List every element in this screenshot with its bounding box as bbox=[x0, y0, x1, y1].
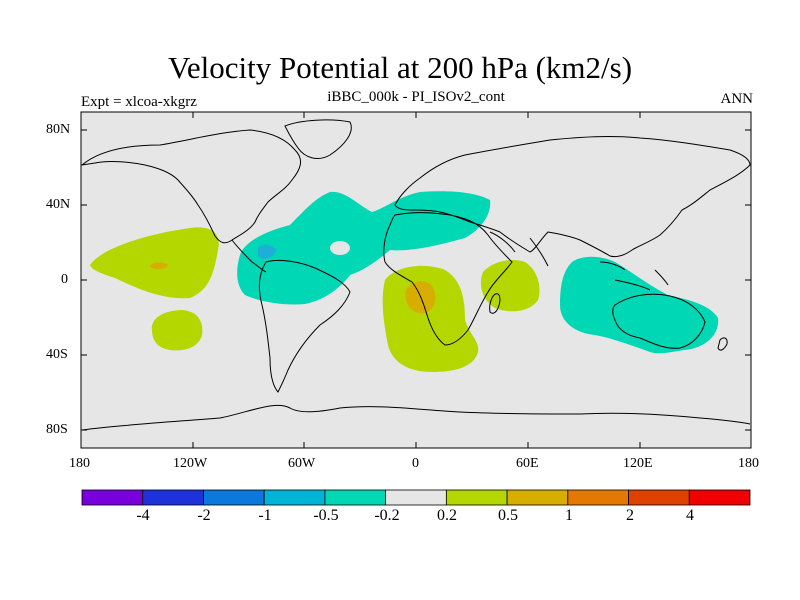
contour-neutral-hole bbox=[330, 241, 350, 255]
y-tick-label: 40N bbox=[46, 197, 71, 212]
x-tick-label: 60W bbox=[288, 456, 316, 471]
contour-pos-indian-ocean bbox=[480, 260, 540, 312]
y-tick-label: 40S bbox=[46, 347, 68, 362]
colorbar-swatch bbox=[567, 489, 629, 506]
colorbar-swatch bbox=[445, 489, 508, 506]
colorbar-swatch bbox=[324, 489, 387, 506]
colorbar-label: 4 bbox=[686, 507, 694, 524]
y-tick-label: 0 bbox=[61, 272, 68, 287]
y-tick-marks bbox=[81, 129, 751, 431]
subtitle-label: iBBC_000k - PI_ISOv2_cont bbox=[327, 89, 505, 105]
x-tick-label: 120W bbox=[173, 456, 208, 471]
colorbar-swatch bbox=[688, 489, 751, 506]
colorbar-label: 0.2 bbox=[437, 507, 457, 524]
y-tick-label: 80S bbox=[46, 422, 68, 437]
contour-neg-atlantic-europe bbox=[237, 191, 491, 305]
colorbar-label: 1 bbox=[565, 507, 573, 524]
colorbar-label: 0.5 bbox=[498, 507, 518, 524]
colorbar-swatch bbox=[506, 489, 569, 506]
contour-fields bbox=[81, 119, 751, 431]
colorbar-label: -0.5 bbox=[313, 507, 339, 524]
colorbar bbox=[81, 489, 751, 506]
x-tick-label: 60E bbox=[516, 456, 539, 471]
colorbar-swatch bbox=[263, 489, 326, 506]
colorbar-label: -0.2 bbox=[374, 507, 400, 524]
colorbar-swatch bbox=[385, 489, 447, 506]
colorbar-label: -2 bbox=[197, 507, 211, 524]
contour-pos-southeast-pacific bbox=[151, 310, 203, 351]
season-label: ANN bbox=[720, 91, 754, 107]
contour-neg-center-caribbean bbox=[258, 244, 276, 259]
y-tick-label: 80N bbox=[46, 122, 71, 137]
contour-pos-east-pacific bbox=[90, 227, 219, 299]
colorbar-label: -1 bbox=[258, 507, 272, 524]
colorbar-swatch bbox=[142, 489, 204, 506]
plot-title: Velocity Potential at 200 hPa (km2/s) bbox=[167, 50, 633, 85]
colorbar-swatch bbox=[203, 489, 265, 506]
colorbar-swatch bbox=[81, 489, 144, 506]
x-tick-label: 180 bbox=[69, 456, 90, 471]
x-tick-label: 0 bbox=[412, 456, 419, 471]
x-tick-label: 180 bbox=[738, 456, 759, 471]
colorbar-label: 2 bbox=[626, 507, 634, 524]
x-tick-label: 120E bbox=[623, 456, 653, 471]
experiment-label: Expt = xlcoa-xkgrz bbox=[81, 94, 197, 110]
colorbar-label: -4 bbox=[136, 507, 150, 524]
coastlines bbox=[81, 119, 751, 431]
contour-pos-center-pacific bbox=[150, 262, 168, 270]
x-tick-marks bbox=[192, 112, 641, 448]
contour-neg-maritime-continent bbox=[560, 256, 719, 354]
colorbar-swatch bbox=[628, 489, 690, 506]
